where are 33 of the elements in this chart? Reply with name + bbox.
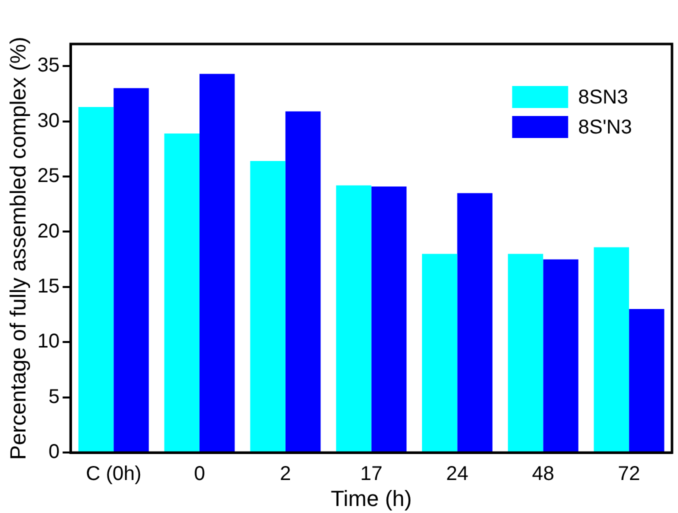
y-axis-title: Percentage of fully assembled complex (%) <box>5 36 30 460</box>
bar <box>164 133 200 452</box>
y-tick-label: 15 <box>37 275 60 298</box>
y-tick-label: 5 <box>48 386 60 408</box>
x-tick-label: 0 <box>194 463 206 486</box>
y-tick-label: 35 <box>37 54 60 77</box>
y-tick-label: 20 <box>37 220 60 242</box>
y-tick-label: 30 <box>37 110 60 132</box>
bar <box>543 259 578 452</box>
x-tick-label: C (0h) <box>86 463 142 486</box>
bar <box>371 186 407 452</box>
bar <box>336 185 372 452</box>
legend-label: 8S'N3 <box>578 116 632 139</box>
x-tick-label: 17 <box>360 463 382 486</box>
bar <box>594 247 630 452</box>
x-tick-label: 48 <box>532 463 554 486</box>
bar <box>78 106 114 452</box>
y-tick-label: 10 <box>37 330 60 353</box>
legend-label: 8SN3 <box>578 86 628 109</box>
x-tick-label: 2 <box>280 463 291 486</box>
x-tick-label: 24 <box>446 463 468 486</box>
bar <box>457 193 492 452</box>
bar <box>114 88 149 452</box>
x-axis-title: Time (h) <box>330 486 412 511</box>
bar <box>508 254 544 452</box>
x-tick-label: 72 <box>618 463 640 486</box>
bar <box>629 309 664 452</box>
bar <box>422 254 458 452</box>
y-tick-label: 25 <box>37 165 60 188</box>
bar <box>250 161 286 452</box>
bar <box>285 111 321 452</box>
y-tick-label: 0 <box>48 441 60 464</box>
bar <box>200 74 235 452</box>
